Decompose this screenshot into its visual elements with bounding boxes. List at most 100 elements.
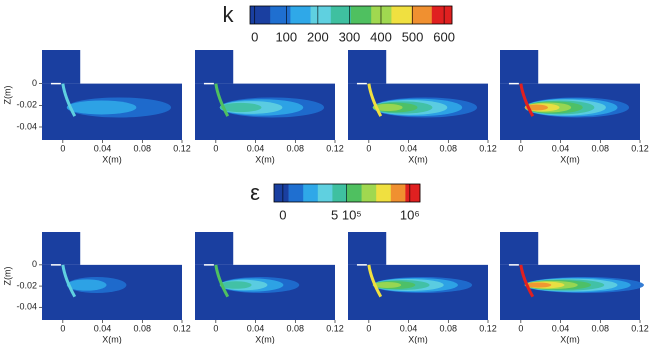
colorbar-tick-label: 500 [402, 29, 424, 44]
colorbar-bin [390, 184, 406, 202]
x-tick-label: 0.04 [552, 143, 570, 153]
contour [524, 282, 552, 288]
colorbar-frame [273, 183, 421, 203]
colorbar-bin [290, 6, 311, 24]
contour [367, 264, 383, 298]
x-tick-label: 0 [366, 323, 371, 333]
colorbar-tick-label: 0 [279, 207, 286, 222]
colorbar-tick-label: 10⁶ [400, 207, 420, 222]
domain-inlet [348, 50, 387, 84]
contour [66, 279, 107, 291]
x-tick-label: 0.08 [134, 323, 152, 333]
domain-inlet [195, 232, 234, 265]
colorbar-bin [330, 6, 352, 24]
y-tick-label: -0.04 [16, 302, 37, 312]
x-tick-label: 0 [60, 143, 65, 153]
x-tick-label: 0.08 [287, 143, 305, 153]
contour [367, 83, 383, 117]
contour [61, 264, 77, 298]
x-tick-label: 0.12 [173, 143, 191, 153]
x-tick-label: 0.04 [400, 323, 418, 333]
contour [214, 83, 230, 117]
colorbar-bin [274, 184, 289, 202]
domain-inlet [195, 50, 234, 84]
y-axis-label: Z(m) [2, 267, 12, 286]
x-tick-label: 0.04 [94, 323, 112, 333]
colorbar-bin [361, 184, 377, 202]
y-axis-label: Z(m) [2, 86, 12, 105]
x-tick-label: 0.04 [247, 143, 265, 153]
colorbar-tick-label: 5 10⁵ [331, 207, 362, 222]
x-axis-label: X(m) [102, 154, 122, 164]
colorbar-bin [270, 6, 291, 24]
x-axis-label: X(m) [408, 154, 428, 164]
contour [519, 264, 535, 298]
x-axis-label: X(m) [255, 154, 275, 164]
y-tick-label: -0.02 [16, 100, 37, 110]
x-tick-label: 0.08 [287, 323, 305, 333]
x-tick-label: 0.08 [440, 323, 458, 333]
x-tick-label: 0.12 [631, 143, 649, 153]
colorbar-bin [371, 6, 392, 24]
x-axis-label: X(m) [560, 154, 580, 164]
x-tick-label: 0.12 [479, 143, 497, 153]
domain-inlet [500, 232, 539, 265]
colorbar-tick-label: 300 [339, 29, 361, 44]
colorbar-bin [431, 6, 453, 24]
domain-inlet [348, 232, 387, 265]
colorbar-bin [310, 6, 332, 24]
x-tick-label: 0 [213, 323, 218, 333]
x-axis-label: X(m) [560, 334, 580, 344]
colorbar-bin [376, 184, 392, 202]
y-tick-label: -0.04 [16, 121, 37, 131]
x-tick-label: 0.12 [173, 323, 191, 333]
x-tick-label: 0.04 [247, 323, 265, 333]
x-tick-label: 0.08 [592, 323, 610, 333]
colorbar-bin [317, 184, 333, 202]
x-axis-label: X(m) [102, 334, 122, 344]
domain [42, 264, 182, 320]
x-tick-label: 0.08 [134, 143, 152, 153]
colorbar-tick-label: 200 [307, 29, 329, 44]
colorbar-tick-label: 100 [275, 29, 297, 44]
x-tick-label: 0 [213, 143, 218, 153]
contour [219, 102, 262, 113]
colorbar-bin [288, 184, 304, 202]
x-tick-label: 0.12 [479, 323, 497, 333]
colorbar-tick-label: 600 [433, 29, 455, 44]
x-axis-label: X(m) [408, 334, 428, 344]
x-tick-label: 0.08 [592, 143, 610, 153]
x-tick-label: 0 [518, 143, 523, 153]
x-tick-label: 0.12 [326, 143, 344, 153]
x-axis-label: X(m) [255, 334, 275, 344]
x-tick-label: 0.04 [94, 143, 112, 153]
contour [214, 264, 230, 298]
colorbar-bin [250, 6, 271, 24]
x-tick-label: 0 [60, 323, 65, 333]
colorbar-frame [249, 5, 453, 25]
colorbar-bin [303, 184, 319, 202]
contour [66, 100, 137, 115]
y-tick-label: 0 [32, 259, 37, 269]
x-tick-label: 0 [366, 143, 371, 153]
x-tick-label: 0.04 [552, 323, 570, 333]
x-tick-label: 0 [518, 323, 523, 333]
contour [61, 83, 77, 117]
x-tick-label: 0.12 [631, 323, 649, 333]
colorbar-bin [405, 184, 421, 202]
colorbar-bin [411, 6, 433, 24]
colorbar-tick-label: 400 [370, 29, 392, 44]
colorbar-bin [347, 184, 362, 202]
contour [372, 282, 402, 289]
contour [372, 103, 403, 112]
y-tick-label: 0 [32, 78, 37, 88]
colorbar-symbol: ε [250, 180, 260, 205]
contour [519, 83, 535, 117]
colorbar-bin [391, 6, 412, 24]
x-tick-label: 0.12 [326, 323, 344, 333]
x-tick-label: 0.04 [400, 143, 418, 153]
domain-inlet [42, 232, 81, 265]
domain-inlet [42, 50, 81, 84]
x-tick-label: 0.08 [440, 143, 458, 153]
